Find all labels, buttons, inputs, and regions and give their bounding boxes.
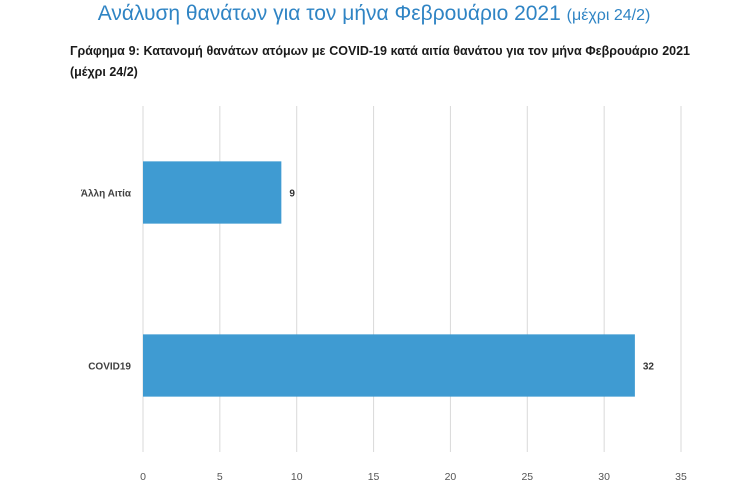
x-tick-label: 35 <box>675 471 687 483</box>
x-tick-label: 5 <box>217 471 223 483</box>
page-title-main: Ανάλυση θανάτων για τον μήνα Φεβρουάριο … <box>97 2 561 25</box>
bar <box>143 161 282 224</box>
page-title-note: (μέχρι 24/2) <box>566 7 651 24</box>
category-label: COVID19 <box>88 362 131 373</box>
category-label: Άλλη Αιτία <box>81 189 132 200</box>
x-tick-label: 30 <box>598 471 610 483</box>
x-tick-label: 20 <box>445 471 457 483</box>
x-tick-label: 0 <box>140 471 146 483</box>
data-label: 32 <box>643 362 655 373</box>
x-tick-label: 15 <box>368 471 380 483</box>
bar <box>143 334 635 397</box>
chart-caption: Γράφημα 9: Κατανομή θανάτων ατόμων με CO… <box>70 44 690 79</box>
page-title: Ανάλυση θανάτων για τον μήνα Φεβρουάριο … <box>0 2 748 26</box>
x-tick-label: 25 <box>521 471 533 483</box>
data-label: 9 <box>289 189 295 200</box>
x-tick-label: 10 <box>291 471 303 483</box>
